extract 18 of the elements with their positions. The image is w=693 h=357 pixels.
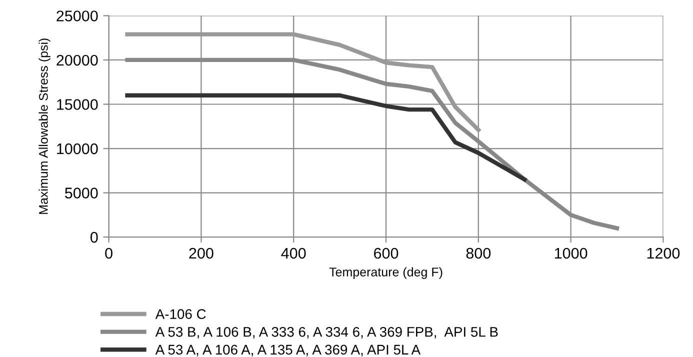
x-tick-label: 1000 [554,248,588,259]
legend-label: A 53 A, A 106 A, A 135 A, A 369 A, API 5L A [155,344,421,356]
x-tick-label: 600 [374,248,398,259]
y-tick-label: 10000 [57,143,98,154]
y-tick-label: 15000 [57,99,98,110]
x-axis-title: Temperature (deg F) [329,267,442,279]
y-axis-title: Maximum Allowable Stress (psi) [38,38,50,214]
y-tick-label: 25000 [56,10,98,22]
y-tick-label: 20000 [56,54,98,66]
x-tick-label: 1200 [647,248,680,259]
legend-label: A-106 C [155,309,206,320]
x-tick-label: 400 [281,248,306,259]
x-tick-label: 800 [466,248,491,259]
x-tick-label: 200 [189,248,214,259]
y-tick-label: 5000 [65,188,98,198]
y-tick-label: 0 [90,232,98,243]
legend-label: A 53 B, A 106 B, A 333 6, A 334 6, A 369 FPB, API 5L B [155,326,498,338]
x-tick-label: 0 [105,248,112,259]
